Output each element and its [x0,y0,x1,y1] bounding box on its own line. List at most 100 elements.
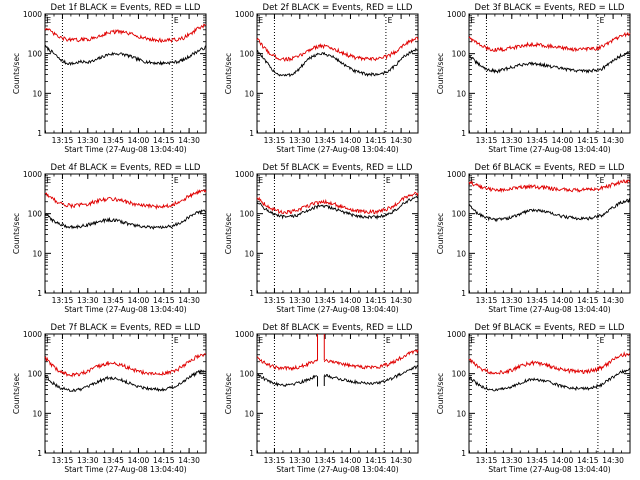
y-axis-label: Counts/sec [224,53,233,94]
chart-title: Det 6f BLACK = Events, RED = LLD [475,163,625,173]
x-axis-label: Start Time (27-Aug-08 13:04:40) [64,145,186,154]
eclipse-marker: E [258,336,263,345]
series-line-events [256,364,419,388]
eclipse-marker: E [386,176,391,185]
chart-panel: Det 7f BLACK = Events, RED = LLD 1 10 100 10… [12,323,207,474]
x-tick-label: 14:15 [153,456,175,465]
x-axis-label: Start Time (27-Aug-08 13:04:40) [276,145,398,154]
eclipse-marker: E [46,336,51,345]
chart-title: Det 7f BLACK = Events, RED = LLD [51,323,201,333]
x-tick-label: 13:15 [476,296,498,305]
x-tick-label: 13:30 [501,456,523,465]
x-axis-label: Start Time (27-Aug-08 13:04:40) [276,305,398,314]
chart-title: Det 3f BLACK = Events, RED = LLD [475,3,625,13]
chart-panel: Det 4f BLACK = Events, RED = LLD 1 10 100 10… [12,163,207,314]
x-tick-label: 14:30 [178,296,200,305]
x-tick-label: 14:15 [577,456,599,465]
eclipse-marker: E [174,336,179,345]
series-line-lld [44,189,207,210]
y-tick-label: 1 [461,289,466,298]
x-tick-label: 13:15 [264,456,286,465]
chart-panel: Det 1f BLACK = Events, RED = LLD 1 10 100 10… [12,3,207,154]
y-tick-label: 1 [461,129,466,138]
series-line-events [256,47,419,78]
chart-panel: Det 5f BLACK = Events, RED = LLD 1 10 100 10… [224,163,419,314]
y-tick-label: 100 [28,370,43,379]
x-tick-label: 13:15 [476,456,498,465]
y-tick-label: 100 [452,50,467,59]
chart-title: Det 9f BLACK = Events, RED = LLD [475,323,625,333]
y-tick-label: 10 [32,89,42,98]
y-axis-label: Counts/sec [436,213,445,254]
plot-frame [256,173,419,294]
x-tick-label: 14:30 [178,136,200,145]
y-tick-label: 100 [28,210,43,219]
x-tick-label: 13:45 [526,136,548,145]
series-line-lld [256,349,419,372]
y-tick-label: 1000 [23,10,42,19]
y-tick-label: 100 [452,210,467,219]
plot-frame [44,333,207,454]
x-tick-label: 14:30 [602,136,624,145]
chart-title: Det 2f BLACK = Events, RED = LLD [263,3,413,13]
y-axis-label: Counts/sec [12,53,21,94]
x-tick-label: 14:15 [365,296,387,305]
x-axis-label: Start Time (27-Aug-08 13:04:40) [488,465,610,474]
x-tick-label: 14:00 [128,136,150,145]
x-tick-label: 13:45 [314,136,336,145]
y-tick-label: 1000 [23,330,42,339]
y-tick-label: 1000 [235,10,254,19]
eclipse-marker: E [600,16,605,25]
y-tick-label: 1 [249,129,254,138]
series-line-events [468,367,631,392]
plot-frame [256,333,419,454]
x-tick-label: 14:00 [552,456,574,465]
eclipse-marker: E [600,336,605,345]
plot-frame [468,173,631,294]
x-tick-label: 13:45 [102,136,124,145]
x-tick-label: 14:00 [340,456,362,465]
x-tick-label: 13:30 [289,456,311,465]
x-tick-label: 13:15 [476,136,498,145]
x-tick-label: 14:15 [153,296,175,305]
x-axis-label: Start Time (27-Aug-08 13:04:40) [488,145,610,154]
y-tick-label: 1 [37,449,42,458]
chart-panel: Det 9f BLACK = Events, RED = LLD 1 10 100 10… [436,323,631,474]
x-tick-label: 13:45 [102,296,124,305]
x-tick-label: 13:15 [52,136,74,145]
y-tick-label: 10 [456,89,466,98]
series-line-events [256,195,419,221]
y-axis-label: Counts/sec [436,53,445,94]
x-tick-label: 13:30 [501,136,523,145]
x-tick-label: 14:00 [340,136,362,145]
y-tick-label: 1000 [447,10,466,19]
y-tick-label: 10 [244,409,254,418]
series-line-lld [468,31,631,53]
y-axis-label: Counts/sec [12,213,21,254]
x-tick-label: 14:15 [365,456,387,465]
chart-panel: Det 2f BLACK = Events, RED = LLD 1 10 100 10… [224,3,419,154]
x-tick-label: 14:30 [178,456,200,465]
eclipse-marker: E [174,176,179,185]
x-tick-label: 14:15 [577,136,599,145]
eclipse-marker: E [46,176,51,185]
y-tick-label: 1000 [447,170,466,179]
y-axis-label: Counts/sec [224,213,233,254]
y-tick-label: 1 [461,449,466,458]
x-tick-label: 14:00 [128,296,150,305]
x-axis-label: Start Time (27-Aug-08 13:04:40) [276,465,398,474]
eclipse-marker: E [470,176,475,185]
eclipse-marker: E [386,336,391,345]
y-axis-label: Counts/sec [436,373,445,414]
x-axis-label: Start Time (27-Aug-08 13:04:40) [488,305,610,314]
x-tick-label: 13:45 [526,456,548,465]
y-axis-label: Counts/sec [224,373,233,414]
x-tick-label: 14:00 [128,456,150,465]
y-tick-label: 10 [32,249,42,258]
y-tick-label: 10 [244,89,254,98]
plot-frame [44,13,207,134]
x-tick-label: 13:15 [52,296,74,305]
series-line-lld [256,36,419,63]
x-tick-label: 14:15 [153,136,175,145]
series-line-lld [256,191,419,215]
